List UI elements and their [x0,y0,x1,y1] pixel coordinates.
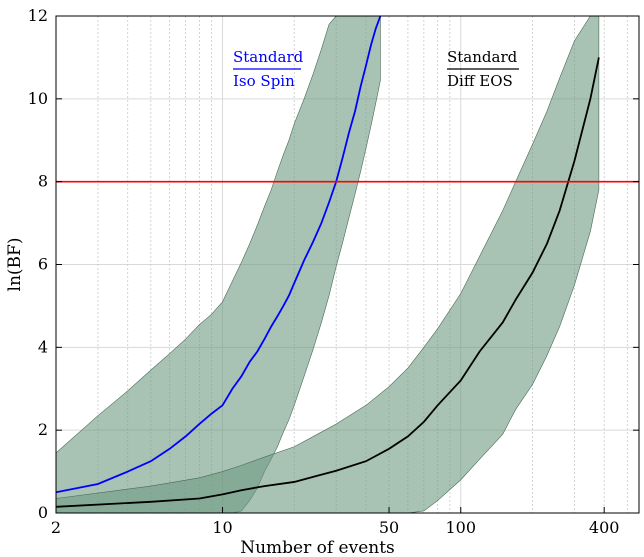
y-tick-label: 10 [28,89,48,108]
y-tick-label: 4 [38,337,48,356]
x-axis-label: Number of events [240,538,395,557]
line-series-2 [56,57,600,508]
line-series-1 [56,16,382,494]
band-series-2 [56,16,600,513]
annotation-bottom-series-1: Iso Spin [233,72,295,90]
annotation-top-series-2: Standard [447,48,518,66]
y-tick-label: 6 [38,255,48,274]
annotation-bottom-series-2: Diff EOS [447,72,513,90]
x-tick-label: 100 [445,518,476,537]
annotations: Standard Iso Spin Standard Diff EOS [233,48,519,90]
x-tick-label: 2 [51,518,61,537]
x-tick-label: 10 [212,518,232,537]
y-tick-label: 8 [38,172,48,191]
y-tick-label: 2 [38,420,48,439]
annotation-top-series-1: Standard [233,48,304,66]
y-tick-label: 12 [28,6,48,25]
y-axis-label: ln(BF) [5,238,25,292]
confidence-bands [56,16,600,513]
x-tick-label: 400 [589,518,620,537]
x-tick-label: 50 [379,518,399,537]
y-tick-label: 0 [38,503,48,522]
series-lines [56,16,600,508]
